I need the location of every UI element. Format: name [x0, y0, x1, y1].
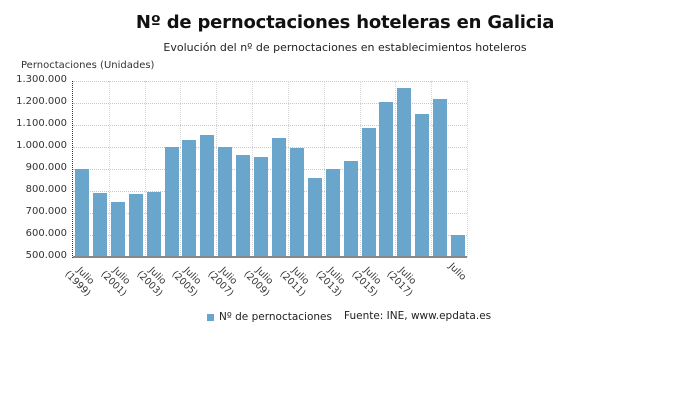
gridline-horizontal	[73, 191, 467, 192]
x-tick-label: Julio (2013)	[313, 265, 347, 299]
y-tick-label: 700.000	[25, 206, 67, 217]
gridline-vertical	[467, 81, 468, 257]
bar[interactable]	[92, 192, 107, 257]
legend-swatch-icon	[207, 313, 214, 321]
bar[interactable]	[343, 161, 358, 257]
y-tick-label: 500.000	[25, 250, 67, 261]
bar[interactable]	[128, 194, 143, 257]
y-tick-label: 800.000	[25, 184, 67, 195]
bar[interactable]	[164, 146, 179, 257]
bar[interactable]	[415, 114, 430, 257]
bar[interactable]	[451, 235, 466, 257]
bar[interactable]	[200, 135, 215, 257]
x-tick-label: Julio (2011)	[277, 265, 312, 299]
x-tick-label: Julio (2003)	[134, 265, 168, 299]
y-tick-label: 1.000.000	[16, 140, 67, 151]
plot-area	[73, 81, 468, 257]
y-tick-label: 1.300.000	[16, 74, 67, 85]
source-note: Fuente: INE, www.epdata.es	[344, 310, 492, 322]
x-tick-label: Julio (2015)	[348, 265, 383, 299]
y-axis-line	[72, 81, 73, 258]
bar[interactable]	[254, 156, 269, 257]
gridline-vertical	[395, 81, 397, 257]
bar[interactable]	[397, 88, 412, 257]
x-tick-label: Julio (1999)	[62, 265, 97, 299]
gridline-vertical	[323, 81, 325, 257]
gridline-horizontal	[73, 213, 467, 214]
x-tick-label: Julio (2001)	[98, 265, 132, 299]
y-tick-label: 600.000	[25, 228, 67, 239]
bar[interactable]	[325, 168, 340, 257]
bar[interactable]	[182, 140, 197, 257]
bar[interactable]	[307, 178, 322, 257]
bar[interactable]	[271, 138, 286, 257]
gridline-vertical	[359, 81, 361, 257]
gridline-horizontal	[73, 147, 467, 148]
gridline-vertical	[216, 81, 218, 257]
y-tick-label: 900.000	[25, 162, 67, 173]
bar[interactable]	[110, 202, 125, 257]
bar[interactable]	[433, 99, 448, 257]
bar[interactable]	[218, 146, 233, 257]
gridline-vertical	[180, 81, 182, 257]
x-tick-label: Julio	[446, 261, 469, 283]
bar[interactable]	[146, 191, 161, 257]
gridline-vertical	[144, 81, 146, 257]
bar[interactable]	[379, 102, 394, 257]
y-axis-label: Pernoctaciones (Unidades)	[21, 60, 155, 71]
bar[interactable]	[236, 155, 251, 257]
x-axis-line	[73, 256, 467, 258]
chart-title: Nº de pernoctaciones hoteleras en Galici…	[135, 12, 555, 33]
gridline-horizontal	[73, 81, 467, 82]
gridline-vertical	[431, 81, 433, 257]
gridline-horizontal	[73, 125, 467, 126]
gridline-vertical	[108, 81, 110, 257]
gridline-vertical	[252, 81, 254, 257]
chart-subtitle: Evolución del nº de pernoctaciones en es…	[163, 41, 527, 54]
x-tick-label: Julio (2005)	[169, 265, 204, 299]
gridline-horizontal	[73, 103, 467, 104]
y-tick-label: 1.100.000	[16, 118, 67, 129]
x-tick-label: Julio (2017)	[384, 265, 419, 299]
gridline-vertical	[287, 81, 289, 257]
gridline-horizontal	[73, 235, 467, 236]
y-tick-label: 1.200.000	[16, 96, 67, 107]
bar[interactable]	[361, 127, 376, 257]
x-tick-label: Julio (2009)	[241, 265, 276, 299]
bar[interactable]	[74, 169, 89, 257]
gridline-horizontal	[73, 169, 467, 170]
legend-series-label: Nº de pernoctaciones	[219, 311, 332, 323]
bar[interactable]	[289, 147, 304, 257]
legend: Nº de pernoctaciones	[207, 311, 332, 323]
x-tick-label: Julio (2007)	[205, 265, 240, 299]
